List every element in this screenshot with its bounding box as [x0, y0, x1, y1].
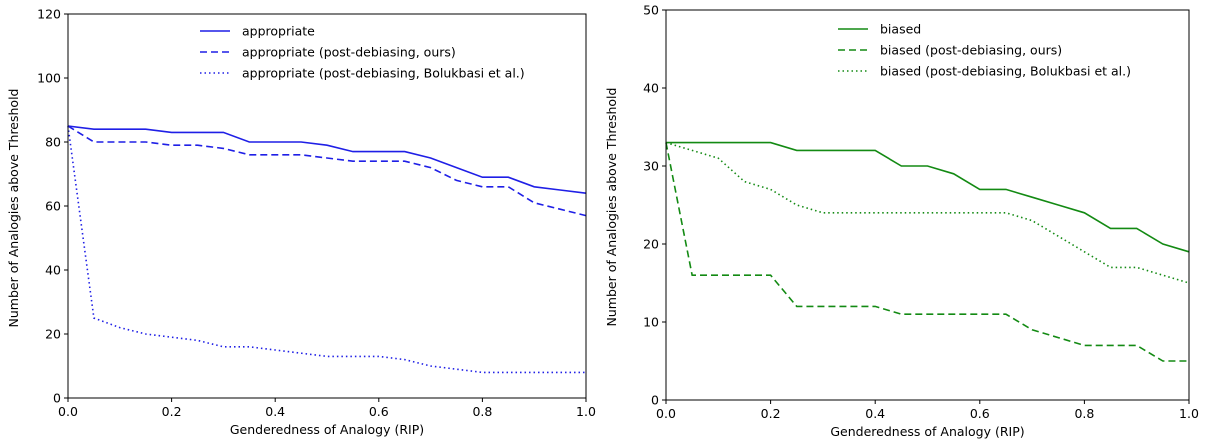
- legend-label: appropriate (post-debiasing, Bolukbasi e…: [242, 66, 525, 81]
- y-tick-label: 20: [45, 327, 61, 342]
- x-tick-label: 0.8: [472, 404, 492, 419]
- x-tick-label: 0.4: [865, 406, 885, 421]
- y-tick-label: 0: [53, 391, 61, 406]
- y-tick-label: 40: [643, 81, 659, 96]
- y-tick-label: 50: [643, 3, 659, 18]
- y-tick-label: 20: [643, 237, 659, 252]
- legend-label: appropriate: [242, 24, 315, 39]
- x-tick-label: 0.6: [970, 406, 990, 421]
- series-line-dotted: [67, 125, 586, 374]
- y-axis-label: Number of Analogies above Threshold: [6, 89, 21, 328]
- x-tick-label: 0.0: [58, 404, 78, 419]
- y-tick-label: 40: [45, 263, 61, 278]
- axes-frame: [665, 9, 1190, 401]
- y-tick-label: 30: [643, 159, 659, 174]
- y-tick-label: 120: [37, 7, 61, 22]
- y-tick-label: 100: [37, 71, 61, 86]
- y-tick-label: 60: [45, 199, 61, 214]
- y-tick-label: 10: [643, 315, 659, 330]
- legend-label: biased (post-debiasing, Bolukbasi et al.…: [880, 64, 1131, 79]
- series-line-dashed: [665, 142, 1189, 362]
- x-tick-label: 0.4: [265, 404, 285, 419]
- x-tick-label: 0.0: [656, 406, 676, 421]
- x-tick-label: 1.0: [1179, 406, 1199, 421]
- x-tick-label: 1.0: [576, 404, 596, 419]
- x-axis-label: Genderedness of Analogy (RIP): [830, 424, 1024, 439]
- series-line-dashed: [67, 125, 587, 217]
- legend: biased biased (post-debiasing, ours) biase…: [838, 22, 1131, 79]
- series-line-dotted: [665, 141, 1190, 284]
- legend-label: biased (post-debiasing, ours): [880, 43, 1062, 58]
- legend-label: appropriate (post-debiasing, ours): [242, 45, 456, 60]
- x-tick-label: 0.6: [369, 404, 389, 419]
- x-axis-label: Genderedness of Analogy (RIP): [230, 422, 424, 437]
- y-axis-label: Number of Analogies above Threshold: [604, 88, 619, 327]
- x-tick-label: 0.8: [1074, 406, 1094, 421]
- series-line-solid: [666, 141, 1190, 253]
- x-tick-label: 0.2: [761, 406, 781, 421]
- chart-panel-2: 0.0 0.2 0.4 0.6 0.8 1.0 0 10 20 30 40 50 Genderednes…: [604, 3, 1199, 440]
- legend-label: biased: [880, 22, 921, 37]
- x-tick-label: 0.2: [162, 404, 182, 419]
- chart-panel-1: 0.0 0.2 0.4 0.6 0.8 1.0 0 20 40 60 80 100 120 Gendere…: [6, 7, 596, 438]
- y-tick-label: 0: [651, 393, 659, 408]
- y-tick-label: 80: [45, 135, 61, 150]
- legend: appropriate appropriate (post-debiasing, …: [200, 24, 525, 81]
- series-line-solid: [67, 125, 587, 194]
